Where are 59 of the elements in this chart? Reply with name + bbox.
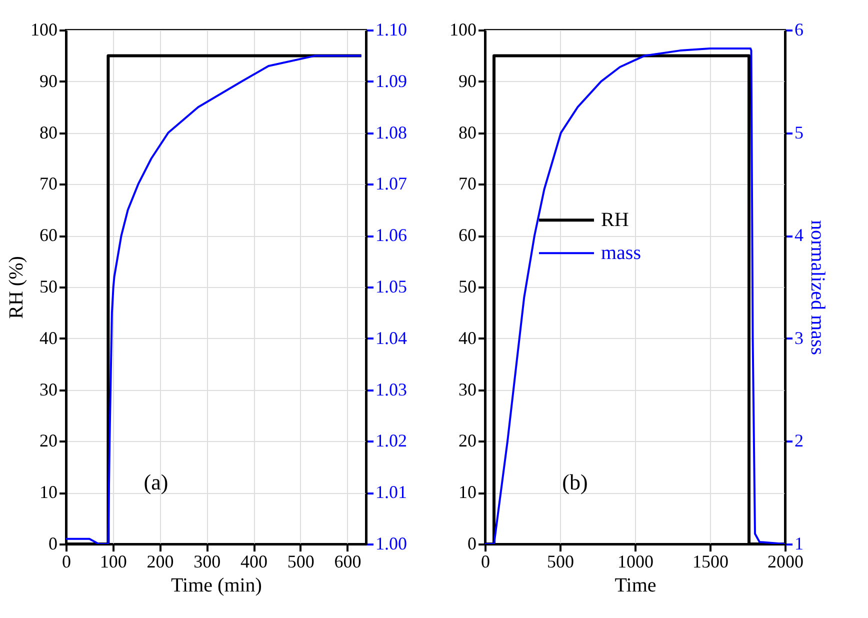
y-tick-label: 70 [40,174,58,194]
y2-tick-label: 1.03 [376,379,407,400]
y-tick-label: 60 [458,225,476,246]
y-axis-title: RH (%) [6,256,28,319]
y2-tick-label: 3 [794,328,804,348]
y-tick-label: 90 [40,70,58,91]
y-tick-label: 30 [458,379,476,400]
legend-label: mass [601,242,642,264]
x-tick-label: 0 [481,552,490,572]
y2-tick-label: 1.02 [376,430,407,451]
y-tick-label: 50 [458,276,476,296]
y2-tick-label: 1.04 [376,328,407,348]
y-tick-label: 60 [40,225,58,246]
annotation: (b) [562,469,588,494]
y2-tick-label: 1.00 [376,534,407,554]
y2-tick-label: 4 [794,225,804,246]
y2-tick-label: 1.05 [376,276,407,296]
legend-label: RH [601,209,629,232]
x-tick-label: 400 [240,552,268,572]
x-tick-label: 500 [287,552,314,572]
y-tick-label: 80 [458,122,476,142]
y2-tick-label: 1.01 [376,482,407,502]
x-tick-label: 0 [62,552,71,572]
y2-tick-label: 1.10 [376,20,407,40]
x-tick-label: 600 [334,552,362,572]
x-tick-label: 2000 [768,552,804,572]
y-tick-label: 30 [40,379,58,400]
y-tick-label: 70 [458,174,476,194]
y-tick-label: 90 [458,70,476,91]
y2-tick-label: 2 [794,430,804,451]
y2-tick-label: 1.06 [376,225,407,246]
y-tick-label: 40 [458,328,476,348]
y-tick-label: 0 [48,534,58,554]
y-tick-label: 10 [458,482,476,502]
y-tick-label: 10 [40,482,58,502]
y2-tick-label: 1.07 [376,174,407,194]
y-tick-label: 20 [458,430,476,451]
y-tick-label: 20 [40,430,58,451]
annotation: (a) [144,469,168,494]
x-tick-label: 100 [100,552,127,572]
x-tick-label: 500 [547,552,574,572]
y2-axis-title: normalized mass [806,220,828,356]
x-tick-label: 200 [146,552,174,572]
x-axis-title: Time [614,574,656,596]
y2-tick-label: 6 [794,20,804,40]
y-tick-label: 80 [40,122,58,142]
x-tick-label: 1500 [692,552,728,572]
y-tick-label: 40 [40,328,58,348]
y2-tick-label: 1.08 [376,122,407,142]
y2-tick-label: 1 [794,534,804,554]
y2-tick-label: 1.09 [376,70,407,91]
y-tick-label: 100 [30,20,58,40]
x-tick-label: 1000 [618,552,654,572]
y-tick-label: 0 [468,534,476,554]
x-axis-title: Time (min) [171,574,262,596]
x-tick-label: 300 [194,552,221,572]
y-tick-label: 50 [40,276,58,296]
y-tick-label: 100 [450,20,476,40]
y2-tick-label: 5 [794,122,804,142]
